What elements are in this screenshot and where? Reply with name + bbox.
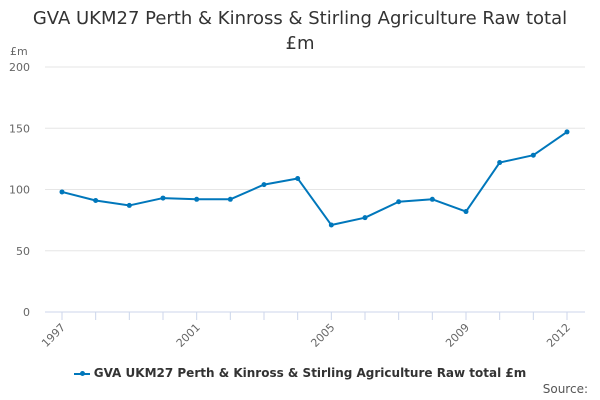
data-point[interactable] [328,222,334,228]
data-point[interactable] [564,129,570,135]
x-tick-label: 2012 [544,321,573,350]
chart-title-line-1: GVA UKM27 Perth & Kinross & Stirling Agr… [32,8,568,29]
y-tick-label: 200 [9,61,30,74]
legend-label: GVA UKM27 Perth & Kinross & Stirling Agr… [93,366,527,380]
data-point[interactable] [497,160,503,166]
series-line[interactable] [61,131,568,227]
y-tick-label: 150 [9,122,30,135]
data-point[interactable] [126,202,132,208]
legend-line-marker-icon [73,370,90,376]
y-axis-unit: £m [10,45,28,58]
chart-title: GVA UKM27 Perth & Kinross & Stirling Agr… [0,6,600,56]
x-tick-label: 2009 [443,321,472,350]
chart-legend[interactable]: GVA UKM27 Perth & Kinross & Stirling Agr… [0,366,600,380]
data-point[interactable] [396,199,402,205]
source-label: Source: [542,382,588,396]
chart-title-line-2: £m [285,33,315,54]
data-point[interactable] [93,198,99,204]
data-point[interactable] [362,215,368,221]
data-point[interactable] [463,209,469,215]
data-point[interactable] [295,175,301,181]
data-point[interactable] [194,196,200,202]
x-tick-label: 1997 [39,321,68,350]
data-point[interactable] [59,189,65,195]
y-tick-label: 0 [23,306,30,319]
data-point[interactable] [530,152,536,158]
data-point[interactable] [160,195,166,201]
data-point[interactable] [429,196,435,202]
data-point[interactable] [261,182,267,188]
data-point[interactable] [227,196,233,202]
y-tick-label: 50 [16,245,30,258]
y-tick-label: 100 [9,184,30,197]
x-tick-label: 2005 [308,321,337,350]
x-tick-label: 2001 [174,321,203,350]
